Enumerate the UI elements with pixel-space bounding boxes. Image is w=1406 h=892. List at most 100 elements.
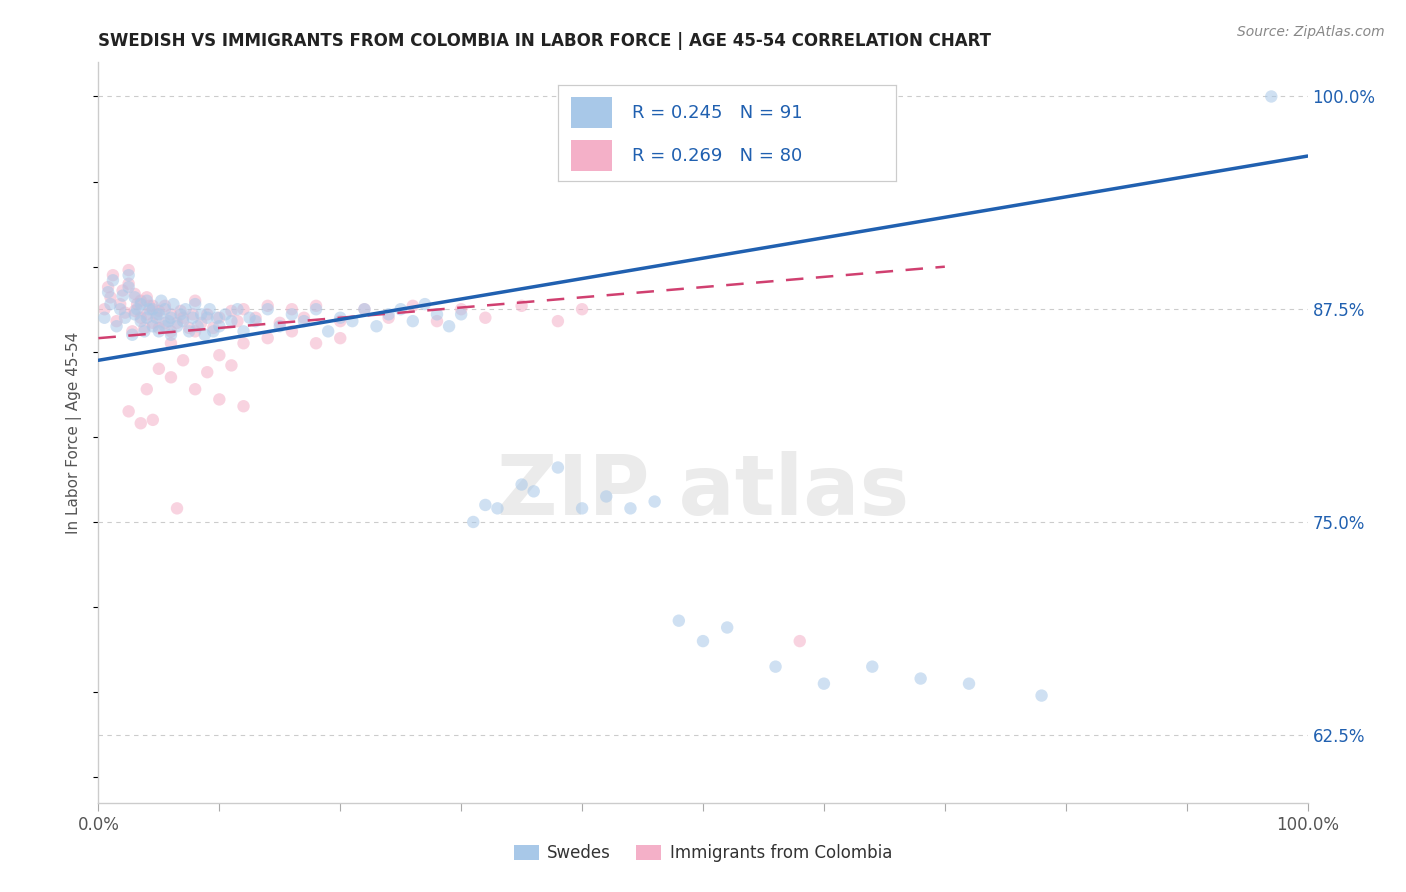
Text: ZIP atlas: ZIP atlas <box>496 451 910 533</box>
Point <box>179 324 201 338</box>
Point <box>910 672 932 686</box>
Point <box>813 676 835 690</box>
Point <box>353 302 375 317</box>
Point <box>205 310 228 325</box>
Point <box>138 302 160 317</box>
Point <box>692 634 714 648</box>
Point <box>232 399 254 413</box>
Point <box>129 417 152 431</box>
Point <box>148 307 170 321</box>
Point <box>97 280 120 294</box>
Point <box>127 302 149 317</box>
Point <box>142 316 165 330</box>
Point <box>305 299 328 313</box>
Point <box>190 307 212 321</box>
Point <box>547 460 569 475</box>
Point <box>153 299 176 313</box>
Point <box>142 299 165 313</box>
Point <box>127 297 149 311</box>
Point <box>342 314 364 328</box>
Point <box>1260 89 1282 103</box>
Point <box>142 413 165 427</box>
Point <box>121 324 143 338</box>
Point <box>187 319 209 334</box>
Point <box>179 321 201 335</box>
Point <box>232 336 254 351</box>
Point <box>111 288 134 302</box>
Point <box>153 302 176 317</box>
Point <box>190 316 212 330</box>
Y-axis label: In Labor Force | Age 45-54: In Labor Force | Age 45-54 <box>66 332 83 533</box>
Point <box>100 297 122 311</box>
Point <box>232 302 254 317</box>
Point <box>142 319 165 334</box>
Point <box>135 307 157 321</box>
Point <box>474 310 496 325</box>
Point <box>198 302 221 317</box>
Point <box>256 299 278 313</box>
Point <box>305 302 328 317</box>
Point <box>208 392 231 407</box>
Point <box>232 324 254 338</box>
Point <box>305 336 328 351</box>
Point <box>105 319 128 334</box>
Point <box>160 310 183 325</box>
Point <box>124 286 146 301</box>
Point <box>281 324 304 338</box>
Point <box>202 321 225 335</box>
Point <box>329 331 352 345</box>
Point <box>208 319 231 334</box>
Point <box>1031 689 1053 703</box>
Point <box>510 299 533 313</box>
Point <box>148 321 170 335</box>
Point <box>97 285 120 300</box>
Point <box>292 314 315 328</box>
Point <box>93 302 115 317</box>
Point <box>426 307 449 321</box>
Point <box>108 302 131 317</box>
Point <box>281 307 304 321</box>
Point <box>474 498 496 512</box>
Point <box>860 659 883 673</box>
Point <box>377 310 399 325</box>
Point <box>134 321 156 335</box>
Point <box>239 310 262 325</box>
Point <box>169 307 191 321</box>
Point <box>184 382 207 396</box>
Point <box>138 299 160 313</box>
Point <box>316 324 339 338</box>
Point <box>245 310 267 325</box>
Point <box>463 515 485 529</box>
Point <box>145 310 167 325</box>
Point <box>413 297 436 311</box>
Point <box>226 314 249 328</box>
Point <box>389 302 412 317</box>
Point <box>668 614 690 628</box>
Point <box>366 319 388 334</box>
Point <box>269 319 291 334</box>
Point <box>118 404 141 418</box>
Point <box>377 307 399 321</box>
Point <box>595 490 617 504</box>
Point <box>153 319 176 334</box>
Text: Source: ZipAtlas.com: Source: ZipAtlas.com <box>1237 25 1385 39</box>
Point <box>160 336 183 351</box>
Point <box>157 314 180 328</box>
Point <box>148 324 170 338</box>
Point <box>571 501 593 516</box>
Point <box>402 314 425 328</box>
Point <box>114 305 136 319</box>
Point <box>100 290 122 304</box>
Point <box>129 297 152 311</box>
Point <box>486 501 509 516</box>
Point <box>353 302 375 317</box>
Point <box>135 310 157 325</box>
Point <box>571 302 593 317</box>
Point <box>292 310 315 325</box>
Point <box>195 365 218 379</box>
Point <box>184 324 207 338</box>
Point <box>256 331 278 345</box>
Point <box>160 370 183 384</box>
Point <box>221 359 243 373</box>
Point <box>226 302 249 317</box>
